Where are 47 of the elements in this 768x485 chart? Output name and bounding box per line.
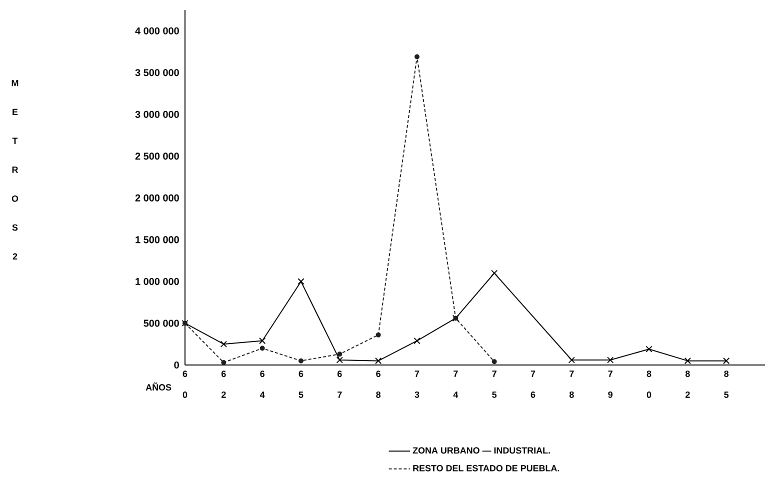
category-label: 6 2 bbox=[221, 370, 226, 398]
text: M E T R O S 2 bbox=[12, 80, 18, 260]
category-label: 6 5 bbox=[298, 370, 304, 398]
category-label: 7 5 bbox=[492, 370, 497, 398]
category-label: 6 4 bbox=[260, 370, 265, 398]
point bbox=[298, 278, 304, 285]
point bbox=[221, 360, 226, 365]
point bbox=[568, 356, 575, 364]
point bbox=[337, 352, 342, 357]
x-axis-title: AÑOS bbox=[146, 382, 172, 391]
category-label: 8 0 bbox=[646, 370, 652, 398]
point bbox=[414, 54, 420, 60]
category-label: 7 3 bbox=[414, 370, 420, 398]
point bbox=[298, 358, 304, 364]
category-label: 7 9 bbox=[608, 370, 612, 398]
point bbox=[646, 346, 652, 352]
category-label: 6 8 bbox=[376, 370, 381, 398]
y-tick-label: 1 500 000 bbox=[136, 236, 179, 244]
y-tick-label: 4 000 000 bbox=[135, 27, 179, 34]
y-tick-label: 2 000 000 bbox=[135, 194, 179, 202]
legend-label: ZONA URBANO — INDUSTRIAL. bbox=[412, 447, 550, 454]
point bbox=[220, 340, 227, 348]
point bbox=[414, 337, 420, 344]
y-tick-label: 2 500 000 bbox=[135, 152, 179, 160]
point bbox=[607, 356, 614, 364]
point bbox=[491, 270, 498, 276]
point bbox=[684, 358, 691, 364]
point bbox=[375, 358, 382, 364]
y-tick-label: 1 000 000 bbox=[136, 278, 179, 285]
legend-label: RESTO DEL ESTADO DE PUEBLA. bbox=[413, 465, 560, 472]
category-label: 6 7 bbox=[338, 370, 342, 398]
category-label: 7 4 bbox=[453, 370, 458, 398]
point bbox=[376, 332, 381, 338]
point bbox=[492, 359, 497, 364]
category-label: 7 6 bbox=[530, 370, 536, 398]
y-tick-label: 3 500 000 bbox=[135, 69, 179, 76]
y-tick-label: 500 000 bbox=[144, 320, 179, 327]
y-tick-label: 0 bbox=[174, 361, 179, 369]
category-label: 7 8 bbox=[569, 370, 574, 398]
category-label: 8 2 bbox=[685, 370, 690, 398]
category-label: 8 5 bbox=[724, 370, 729, 398]
category-label: 6 0 bbox=[182, 370, 188, 398]
point bbox=[260, 346, 265, 351]
y-tick-label: 3 000 000 bbox=[135, 110, 179, 118]
point bbox=[336, 356, 343, 364]
point bbox=[723, 358, 730, 364]
point bbox=[259, 337, 266, 344]
